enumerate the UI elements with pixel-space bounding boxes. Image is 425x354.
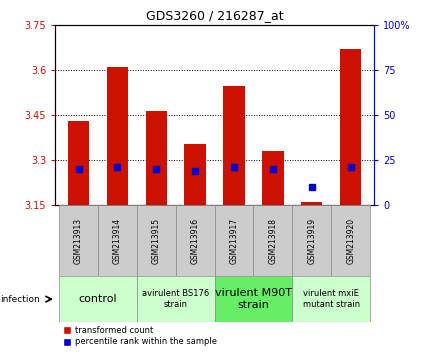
Bar: [59, 276, 137, 322]
Bar: [59, 205, 98, 276]
Bar: [184, 144, 206, 205]
Bar: [224, 86, 245, 205]
Text: GSM213916: GSM213916: [191, 218, 200, 264]
Title: GDS3260 / 216287_at: GDS3260 / 216287_at: [146, 9, 283, 22]
Bar: [215, 205, 253, 276]
Bar: [146, 110, 167, 205]
Text: GSM213919: GSM213919: [307, 218, 316, 264]
Bar: [292, 205, 331, 276]
Bar: [340, 49, 361, 205]
Bar: [262, 151, 283, 205]
Bar: [98, 205, 137, 276]
Text: GSM213914: GSM213914: [113, 218, 122, 264]
Bar: [107, 67, 128, 205]
Bar: [253, 205, 292, 276]
Bar: [68, 121, 89, 205]
Text: GSM213913: GSM213913: [74, 218, 83, 264]
Text: GSM213920: GSM213920: [346, 218, 355, 264]
Bar: [301, 202, 323, 205]
Text: avirulent BS176
strain: avirulent BS176 strain: [142, 290, 210, 309]
Text: GSM213917: GSM213917: [230, 218, 238, 264]
Bar: [292, 276, 370, 322]
Text: virulent M90T
strain: virulent M90T strain: [215, 288, 292, 310]
Text: GSM213918: GSM213918: [269, 218, 278, 264]
Text: virulent mxiE
mutant strain: virulent mxiE mutant strain: [303, 290, 360, 309]
Legend: transformed count, percentile rank within the sample: transformed count, percentile rank withi…: [60, 322, 221, 350]
Text: control: control: [79, 294, 117, 304]
Bar: [215, 276, 292, 322]
Bar: [137, 276, 215, 322]
Bar: [331, 205, 370, 276]
Text: GSM213915: GSM213915: [152, 218, 161, 264]
Text: infection: infection: [0, 295, 40, 304]
Bar: [176, 205, 215, 276]
Bar: [137, 205, 176, 276]
